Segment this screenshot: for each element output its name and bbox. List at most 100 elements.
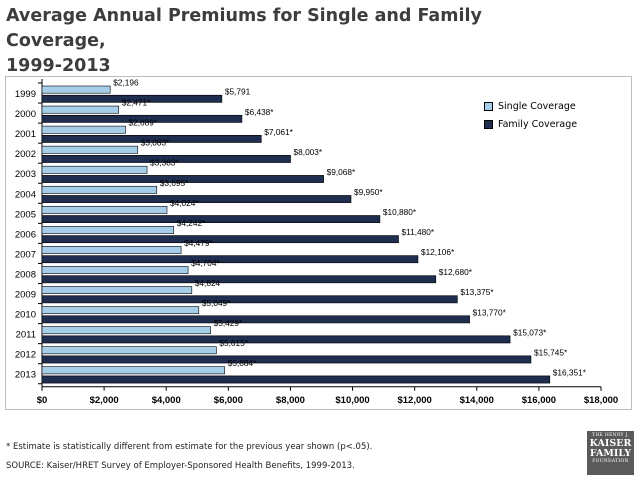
x-tick-label: $16,000 (522, 395, 556, 406)
bar-single (41, 306, 200, 315)
bar-family (41, 135, 262, 143)
x-tick-label: $12,000 (397, 395, 431, 406)
bar-single (41, 125, 126, 134)
kff-logo: THE HENRY J. KAISER FAMILY FOUNDATION (587, 431, 634, 475)
bar-single (41, 165, 148, 174)
data-label-single: $4,704* (191, 258, 220, 268)
y-tick-label: 2009 (15, 290, 36, 301)
chart-legend: Single Coverage Family Coverage (484, 97, 577, 133)
x-tick-label: $6,000 (214, 395, 243, 406)
x-tick-label: $18,000 (584, 395, 618, 406)
data-label-single: $4,824 (195, 278, 221, 288)
y-tick-label: 2001 (15, 129, 36, 140)
chart-frame (5, 76, 632, 410)
data-label-single: $2,196 (113, 78, 139, 88)
legend-label-single: Single Coverage (498, 100, 576, 112)
y-tick-label: 2007 (15, 249, 36, 260)
bar-single (41, 366, 226, 375)
y-tick-label: 2000 (15, 109, 36, 120)
bar-family (41, 155, 291, 163)
data-label-family: $11,480* (402, 227, 435, 237)
data-label-family: $9,950* (354, 187, 383, 197)
bar-family (41, 114, 243, 123)
bar-family (41, 94, 223, 103)
bar-single (41, 246, 182, 254)
chart-title-line1: Average Annual Premiums for Single and F… (6, 6, 482, 51)
legend-label-family: Family Coverage (498, 118, 578, 130)
data-label-family: $8,003* (294, 147, 323, 157)
data-label-single: $2,471* (122, 98, 151, 108)
data-label-family: $10,880* (383, 207, 417, 217)
x-tick-label: $4,000 (152, 395, 181, 406)
bar-family (41, 375, 551, 384)
y-tick-label: 2010 (15, 310, 36, 321)
bar-family (41, 295, 458, 304)
y-tick-label: 1999 (15, 89, 36, 100)
footnote: * Estimate is statistically different fr… (6, 442, 373, 452)
y-tick-label: 2004 (15, 189, 36, 200)
x-tick-label: $10,000 (335, 395, 369, 406)
data-label-single: $3,383* (150, 158, 179, 168)
data-label-family: $16,351* (553, 367, 587, 377)
y-tick-label: 2005 (15, 209, 36, 220)
data-label-single: $2,689* (129, 118, 158, 128)
data-label-family: $13,770* (473, 307, 507, 317)
data-label-family: $9,068* (327, 167, 356, 177)
data-label-single: $4,024* (170, 198, 199, 208)
y-tick-label: 2008 (15, 269, 36, 280)
bar-single (41, 326, 211, 335)
data-label-single: $4,479* (184, 238, 213, 248)
bar-family (41, 175, 324, 183)
data-label-family: $12,106* (421, 247, 455, 257)
data-label-family: $15,745* (534, 347, 568, 357)
legend-item-single: Single Coverage (484, 97, 577, 115)
logo-line2: KAISER (589, 438, 632, 449)
x-tick-label: $8,000 (276, 395, 305, 406)
bar-single (41, 226, 175, 234)
data-label-family: $7,061* (264, 127, 293, 137)
bar-family (41, 335, 511, 344)
data-label-single: $4,242* (177, 218, 206, 228)
x-tick-label: $14,000 (460, 395, 494, 406)
bar-family (41, 315, 470, 324)
y-tick-label: 2013 (15, 370, 36, 381)
y-tick-label: 2012 (15, 350, 36, 361)
data-label-family: $12,680* (439, 267, 473, 277)
data-label-single: $3,083* (141, 138, 170, 148)
data-label-family: $15,073* (513, 327, 547, 337)
chart-title: Average Annual Premiums for Single and F… (6, 4, 566, 79)
bar-family (41, 215, 381, 223)
logo-line3: FAMILY (589, 448, 632, 459)
x-tick-label: $0 (37, 395, 48, 406)
legend-item-family: Family Coverage (484, 115, 577, 133)
bar-single (41, 286, 193, 294)
legend-swatch-family (484, 119, 493, 129)
y-tick-label: 2011 (16, 330, 36, 341)
bar-single (41, 266, 189, 274)
y-tick-label: 2003 (15, 169, 36, 180)
logo-line4: FOUNDATION (592, 459, 629, 464)
bar-single (41, 346, 217, 355)
bar-family (41, 255, 419, 264)
data-label-single: $5,884* (228, 358, 257, 368)
source-note: SOURCE: Kaiser/HRET Survey of Employer-S… (6, 461, 355, 471)
data-label-single: $5,615* (219, 338, 248, 348)
bar-family (41, 275, 437, 284)
bar-single (41, 145, 139, 154)
data-label-family: $13,375* (460, 287, 494, 297)
chart-title-line2: 1999-2013 (6, 56, 111, 76)
bar-family (41, 355, 532, 364)
y-tick-label: 2002 (15, 149, 36, 160)
bar-family (41, 235, 399, 244)
bar-family (41, 195, 352, 203)
bar-single (41, 85, 111, 94)
x-tick-label: $2,000 (90, 395, 119, 406)
data-label-single: $5,049* (202, 298, 231, 308)
bar-single (41, 206, 168, 214)
data-label-single: $5,429* (214, 318, 243, 328)
bar-single (41, 185, 158, 194)
bar-single (41, 105, 120, 114)
logo-line1: THE HENRY J. (592, 433, 629, 438)
legend-swatch-single (484, 101, 493, 111)
